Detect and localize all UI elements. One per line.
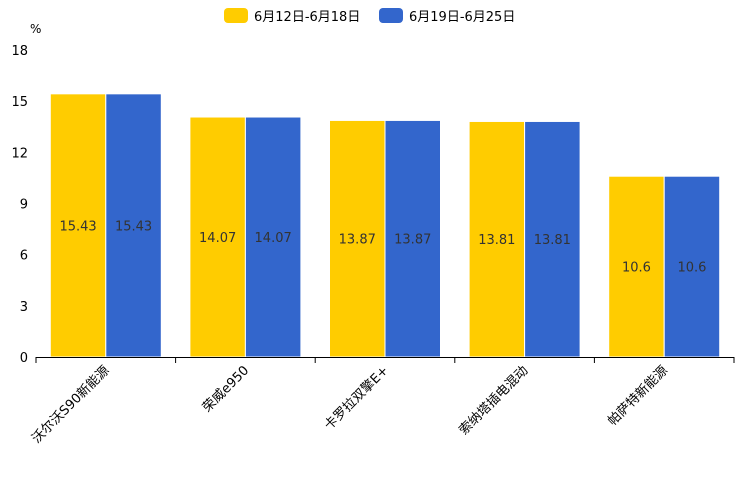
y-tick-label: 6: [20, 249, 28, 264]
data-label-4-series-2: 13.81: [534, 233, 571, 248]
bars: [49, 93, 721, 358]
data-label-5-series-1: 10.6: [622, 261, 651, 276]
data-label-4-series-1: 13.81: [478, 233, 515, 248]
legend-label-1[interactable]: 6月12日-6月18日: [254, 10, 360, 25]
y-tick-label: 12: [11, 146, 28, 161]
data-label-3-series-1: 13.87: [339, 233, 376, 248]
x-category-label: 帕萨特新能源: [605, 363, 671, 429]
bar-5-series-2[interactable]: [663, 175, 721, 358]
legend-swatch-2[interactable]: [379, 8, 403, 23]
data-label-1-series-1: 15.43: [59, 219, 96, 234]
bar-3-series-1[interactable]: [329, 119, 386, 358]
y-tick-label: 3: [20, 300, 28, 315]
data-labels: 15.43 15.43 14.07 14.07 13.87 13.87 13.81 13.81…: [59, 219, 706, 275]
bar-2-series-2[interactable]: [244, 116, 302, 358]
data-label-1-series-2: 15.43: [115, 219, 152, 234]
x-category-label: 荣威e950: [200, 363, 252, 415]
data-label-3-series-2: 13.87: [394, 233, 431, 248]
x-category-label: 沃尔沃S90新能源: [29, 363, 113, 447]
legend: 6月12日-6月18日 6月19日-6月25日: [224, 8, 515, 25]
y-axis-unit-label: %: [30, 22, 41, 36]
legend-label-2[interactable]: 6月19日-6月25日: [409, 10, 515, 25]
bar-1-series-1[interactable]: [49, 93, 107, 358]
bar-4-series-2[interactable]: [524, 120, 581, 358]
bar-1-series-2[interactable]: [105, 93, 162, 358]
x-category-label: 索纳塔插电混动: [456, 363, 531, 438]
data-label-5-series-2: 10.6: [677, 261, 706, 276]
y-tick-label: 0: [20, 351, 28, 366]
y-tick-label: 9: [20, 198, 28, 213]
y-tick-label: 15: [11, 95, 28, 110]
bar-3-series-2[interactable]: [384, 119, 441, 358]
bar-2-series-1[interactable]: [189, 116, 246, 358]
x-category-label: 卡罗拉双擎E+: [322, 363, 392, 433]
y-tick-label: 18: [11, 44, 28, 59]
legend-swatch-1[interactable]: [224, 8, 248, 23]
data-label-2-series-1: 14.07: [199, 231, 236, 246]
data-label-2-series-2: 14.07: [255, 231, 292, 246]
x-axis: 沃尔沃S90新能源 荣威e950 卡罗拉双擎E+ 索纳塔插电混动 帕萨特新能源: [29, 357, 735, 447]
y-axis: 0 3 6 9 12 15 18: [11, 44, 28, 366]
